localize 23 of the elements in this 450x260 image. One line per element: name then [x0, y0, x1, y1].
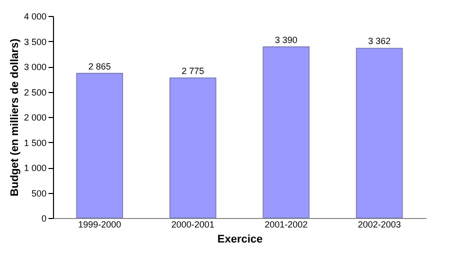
- y-tick-label: 2 500: [24, 87, 46, 98]
- bar: [76, 72, 124, 218]
- y-tick-label: 3 000: [24, 62, 46, 72]
- y-tick-label: 500: [31, 188, 46, 198]
- data-label: 2 775: [182, 66, 204, 76]
- bar: [356, 48, 403, 218]
- bar: [169, 77, 216, 218]
- x-axis-title: Exercice: [217, 234, 263, 246]
- y-tick-label: 1 500: [24, 138, 46, 148]
- x-tick-label: 2001-2002: [264, 220, 308, 230]
- data-label: 3 362: [368, 36, 391, 46]
- y-tick-label: 0: [41, 214, 46, 224]
- y-tick-label: 1 000: [24, 163, 46, 173]
- x-tick-label: 1999-2000: [78, 220, 122, 230]
- y-tick-label: 3 500: [24, 36, 46, 47]
- data-label: 2 865: [88, 61, 111, 72]
- data-label: 3 390: [274, 34, 298, 45]
- y-tick-label: 2 000: [24, 112, 46, 122]
- bar: [262, 46, 310, 218]
- x-tick-label: 2002-2003: [358, 220, 401, 230]
- y-axis-title: Budget (en milliers de dollars): [8, 38, 21, 196]
- y-tick-label: 4 000: [24, 12, 46, 22]
- x-tick-label: 2000-2001: [171, 220, 214, 230]
